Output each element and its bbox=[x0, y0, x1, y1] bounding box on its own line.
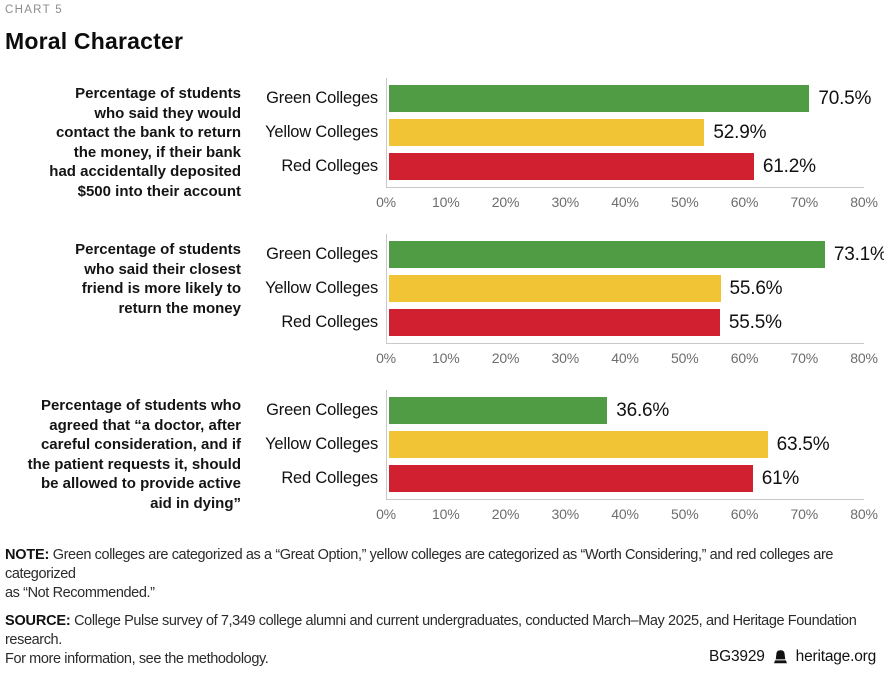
x-tick-label: 0% bbox=[376, 350, 396, 366]
bar-row: 73.1% bbox=[387, 241, 884, 268]
x-tick-label: 50% bbox=[671, 194, 699, 210]
bar-red bbox=[389, 153, 754, 180]
bar-value: 55.6% bbox=[729, 278, 783, 299]
heritage-bell-icon bbox=[772, 649, 789, 666]
chart-number-label: CHART 5 bbox=[5, 4, 63, 16]
x-tick-label: 30% bbox=[551, 506, 580, 522]
category-label-green: Green Colleges bbox=[266, 401, 378, 419]
x-tick-label: 20% bbox=[491, 350, 520, 366]
question-label: Percentage of students who agreed that “… bbox=[27, 397, 241, 512]
x-tick-label: 80% bbox=[850, 194, 878, 210]
bar-row: 61.2% bbox=[387, 153, 864, 180]
bar-value: 55.5% bbox=[728, 312, 782, 333]
category-label-red: Red Colleges bbox=[281, 313, 378, 331]
question-label: Percentage of students who said they wou… bbox=[49, 85, 241, 200]
bar-red bbox=[389, 309, 720, 336]
x-tick-label: 0% bbox=[376, 194, 396, 210]
x-tick-label: 60% bbox=[730, 506, 759, 522]
plot-area: 73.1% 55.6% 55.5% 0% 10% 20% 30% 40% 50% 60% 70… bbox=[376, 234, 884, 366]
x-tick-label: 70% bbox=[790, 194, 819, 210]
note-block: NOTE: Green colleges are categorized as … bbox=[5, 546, 878, 603]
bar-row: 61% bbox=[387, 465, 864, 492]
x-tick-label: 0% bbox=[376, 506, 396, 522]
x-axis-ticks: 0% 10% 20% 30% 40% 50% 60% 70% 80% bbox=[376, 188, 878, 210]
source-prefix: SOURCE: bbox=[5, 613, 71, 629]
x-tick-label: 30% bbox=[551, 194, 580, 210]
bar-value: 73.1% bbox=[833, 244, 884, 265]
bar-green bbox=[389, 241, 825, 268]
bar-row: 36.6% bbox=[387, 397, 864, 424]
question-label: Percentage of students who said their cl… bbox=[75, 241, 241, 317]
x-tick-label: 60% bbox=[730, 350, 759, 366]
plot-area: 70.5% 52.9% 61.2% 0% 10% 20% 30% 40% 50% 60% 70… bbox=[376, 78, 878, 210]
category-labels: Green Colleges Yellow Colleges Red Colle… bbox=[241, 390, 386, 520]
x-tick-label: 40% bbox=[611, 506, 639, 522]
bar-value: 52.9% bbox=[713, 122, 767, 143]
category-labels: Green Colleges Yellow Colleges Red Colle… bbox=[241, 78, 386, 208]
x-tick-label: 60% bbox=[730, 194, 759, 210]
chart-group-aid-in-dying: Percentage of students who agreed that “… bbox=[5, 390, 878, 522]
source-text: College Pulse survey of 7,349 college al… bbox=[5, 613, 857, 667]
bar-row: 52.9% bbox=[387, 119, 864, 146]
category-label-green: Green Colleges bbox=[266, 89, 378, 107]
x-tick-label: 10% bbox=[432, 350, 460, 366]
footer: BG3929 heritage.org bbox=[709, 648, 876, 666]
x-tick-label: 40% bbox=[611, 350, 639, 366]
x-tick-label: 70% bbox=[790, 506, 819, 522]
bar-row: 63.5% bbox=[387, 431, 864, 458]
bar-yellow bbox=[389, 119, 705, 146]
page-title: Moral Character bbox=[5, 28, 184, 54]
note-prefix: NOTE: bbox=[5, 547, 50, 563]
x-axis-ticks: 0% 10% 20% 30% 40% 50% 60% 70% 80% bbox=[376, 344, 878, 366]
category-label-red: Red Colleges bbox=[281, 469, 378, 487]
bar-value: 61.2% bbox=[762, 156, 816, 177]
bar-row: 55.6% bbox=[387, 275, 864, 302]
bar-value: 36.6% bbox=[616, 400, 670, 421]
x-tick-label: 50% bbox=[671, 506, 699, 522]
site-link: heritage.org bbox=[795, 648, 877, 665]
category-labels: Green Colleges Yellow Colleges Red Colle… bbox=[241, 234, 386, 364]
x-tick-label: 70% bbox=[790, 350, 819, 366]
x-tick-label: 10% bbox=[432, 194, 460, 210]
note-text: Green colleges are categorized as a “Gre… bbox=[5, 547, 834, 601]
bar-red bbox=[389, 465, 753, 492]
bar-value: 61% bbox=[761, 468, 800, 489]
bar-yellow bbox=[389, 431, 768, 458]
x-axis-ticks: 0% 10% 20% 30% 40% 50% 60% 70% 80% bbox=[376, 500, 878, 522]
category-label-green: Green Colleges bbox=[266, 245, 378, 263]
bar-row: 55.5% bbox=[387, 309, 864, 336]
chart-group-bank-return: Percentage of students who said they wou… bbox=[5, 78, 878, 210]
category-label-red: Red Colleges bbox=[281, 157, 378, 175]
category-label-yellow: Yellow Colleges bbox=[265, 279, 378, 297]
footnotes: NOTE: Green colleges are categorized as … bbox=[5, 546, 878, 669]
x-tick-label: 80% bbox=[850, 350, 878, 366]
bar-row: 70.5% bbox=[387, 85, 871, 112]
x-tick-label: 40% bbox=[611, 194, 639, 210]
plot-area: 36.6% 63.5% 61% 0% 10% 20% 30% 40% 50% 60% 70% 8… bbox=[376, 390, 878, 522]
x-tick-label: 30% bbox=[551, 350, 580, 366]
bar-green bbox=[389, 85, 810, 112]
x-tick-label: 20% bbox=[491, 194, 520, 210]
x-tick-label: 50% bbox=[671, 350, 699, 366]
source-block: SOURCE: College Pulse survey of 7,349 co… bbox=[5, 612, 878, 669]
x-tick-label: 10% bbox=[432, 506, 460, 522]
bar-value: 70.5% bbox=[818, 88, 872, 109]
bar-yellow bbox=[389, 275, 721, 302]
category-label-yellow: Yellow Colleges bbox=[265, 123, 378, 141]
category-label-yellow: Yellow Colleges bbox=[265, 435, 378, 453]
bar-green bbox=[389, 397, 608, 424]
report-id: BG3929 bbox=[708, 648, 765, 665]
chart-group-friend-return: Percentage of students who said their cl… bbox=[5, 234, 884, 366]
x-tick-label: 20% bbox=[491, 506, 520, 522]
bar-value: 63.5% bbox=[776, 434, 830, 455]
x-tick-label: 80% bbox=[850, 506, 878, 522]
